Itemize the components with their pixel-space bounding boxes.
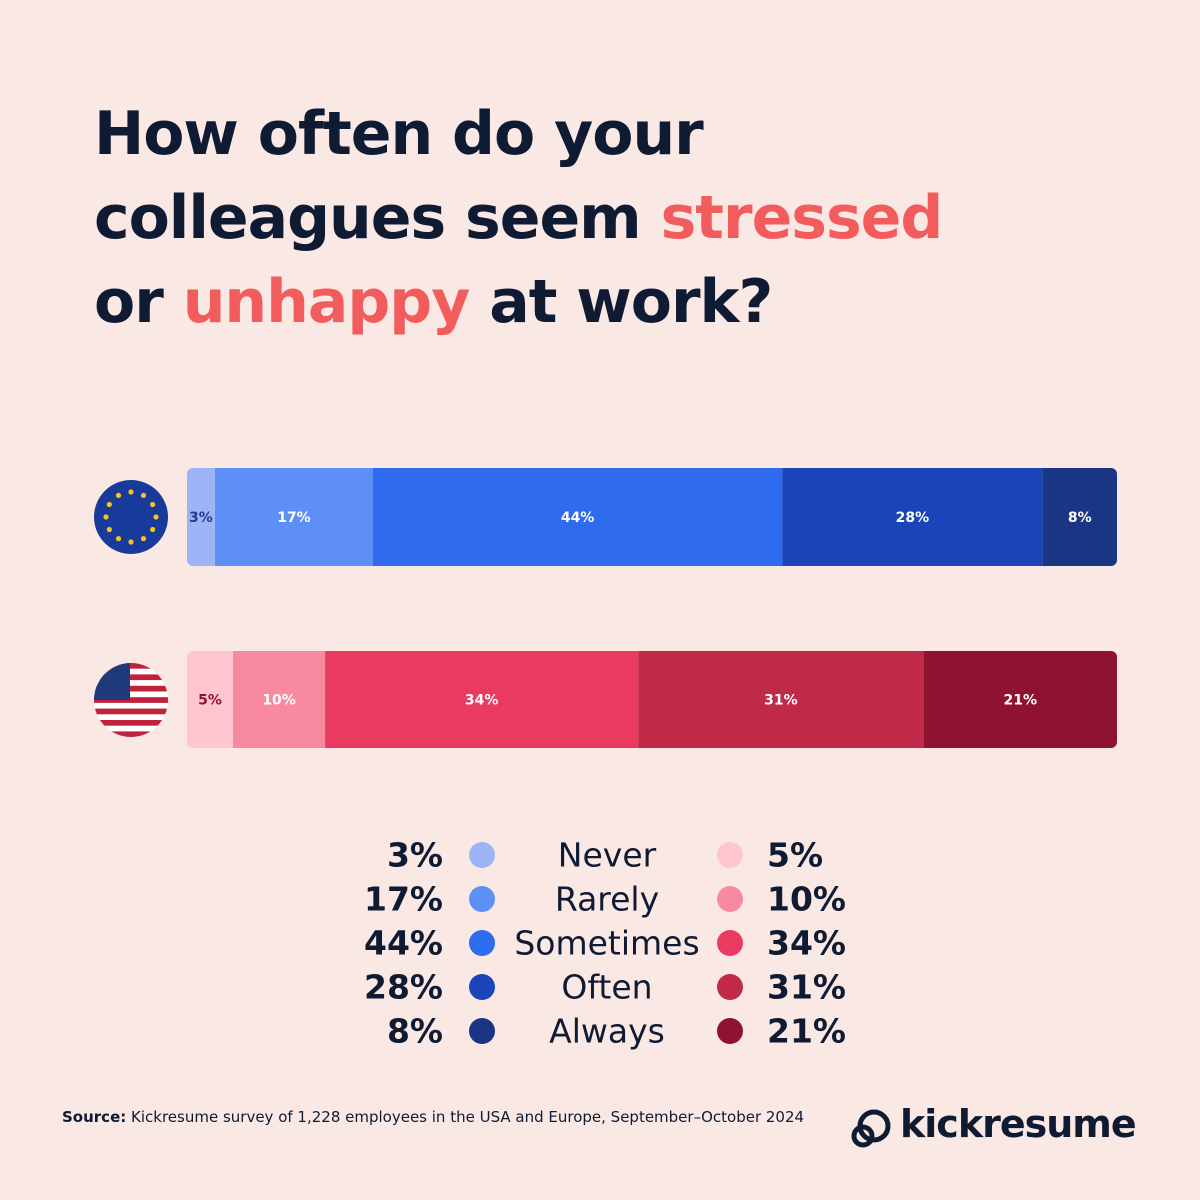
title-part: at work? [489,267,773,337]
title-highlight: stressed [660,183,944,253]
us-flag [94,663,168,737]
star [103,514,109,520]
legend-value: 5% [767,836,823,875]
stripe [94,663,168,669]
bar-segment [187,651,234,748]
bar-segment [782,468,1043,566]
star [150,501,156,508]
legend-dot [469,886,495,912]
brand: kickresume [900,1102,1137,1146]
eu-flag [94,480,168,554]
chart-title: How often do your colleagues seem stresse… [94,92,944,344]
legend-name: Rarely [555,880,659,919]
legend-name: Sometimes [514,924,699,963]
title-part: colleagues seem [94,183,642,253]
stripe [94,697,168,703]
star [106,501,112,508]
legend-dot [469,1018,495,1044]
legend-value: 31% [767,968,846,1007]
legend-dot [717,930,743,956]
segment-label: 8% [1068,510,1092,526]
star [115,492,122,498]
stripe [94,708,168,715]
legend-dot [717,1018,743,1044]
source: Source: Kickresume survey of 1,228 emplo… [62,1108,804,1126]
legend-value: 44% [364,924,443,963]
segment-label: 34% [465,693,499,709]
segment-label: 28% [896,510,930,526]
legend-dot [469,974,495,1000]
star [106,526,112,533]
segment-label: 3% [189,510,213,526]
legend-dot [717,886,743,912]
segment-label: 17% [277,510,311,526]
legend-value: 21% [767,1012,846,1051]
source-text: Kickresume survey of 1,228 employees in … [131,1108,805,1126]
legend-dot [469,842,495,868]
stripe [94,685,168,692]
bar-segment [373,468,783,566]
bar-row [187,651,1117,748]
legend-value: 17% [364,880,443,919]
segment-label: 44% [561,510,595,526]
segment-label: 21% [1004,693,1038,709]
stripe [94,674,168,681]
segment-label: 31% [764,693,798,709]
stripe [94,731,168,737]
legend-value: 3% [387,836,443,875]
bar-segment [325,651,639,748]
legend-name: Never [558,836,657,875]
legend-dot [469,930,495,956]
star [150,526,156,533]
segment-label: 10% [262,693,296,709]
legend-name: Often [561,968,652,1007]
stripe [94,720,168,726]
title-part: or [94,267,164,337]
bar-segment [638,651,924,748]
star [140,536,147,542]
segment-label: 5% [198,693,222,709]
bar-segment [1042,468,1117,566]
legend-dot [717,842,743,868]
legend-value: 8% [387,1012,443,1051]
bar-segment [214,468,373,566]
star [153,514,159,520]
star [128,489,134,495]
legend-value: 10% [767,880,846,919]
bar-segment [187,468,215,566]
legend-value: 34% [767,924,846,963]
brand-logo [851,1109,891,1148]
legend-value: 28% [364,968,443,1007]
star [140,492,147,498]
bar-row [187,468,1117,566]
star [115,536,122,542]
legend-dot [717,974,743,1000]
title-highlight: unhappy [182,267,471,337]
title-part: How often do your [94,99,704,169]
star [128,539,134,545]
bar-segment [923,651,1117,748]
bar-segment [233,651,326,748]
legend-name: Always [549,1012,665,1051]
source-label: Source: [62,1108,127,1126]
